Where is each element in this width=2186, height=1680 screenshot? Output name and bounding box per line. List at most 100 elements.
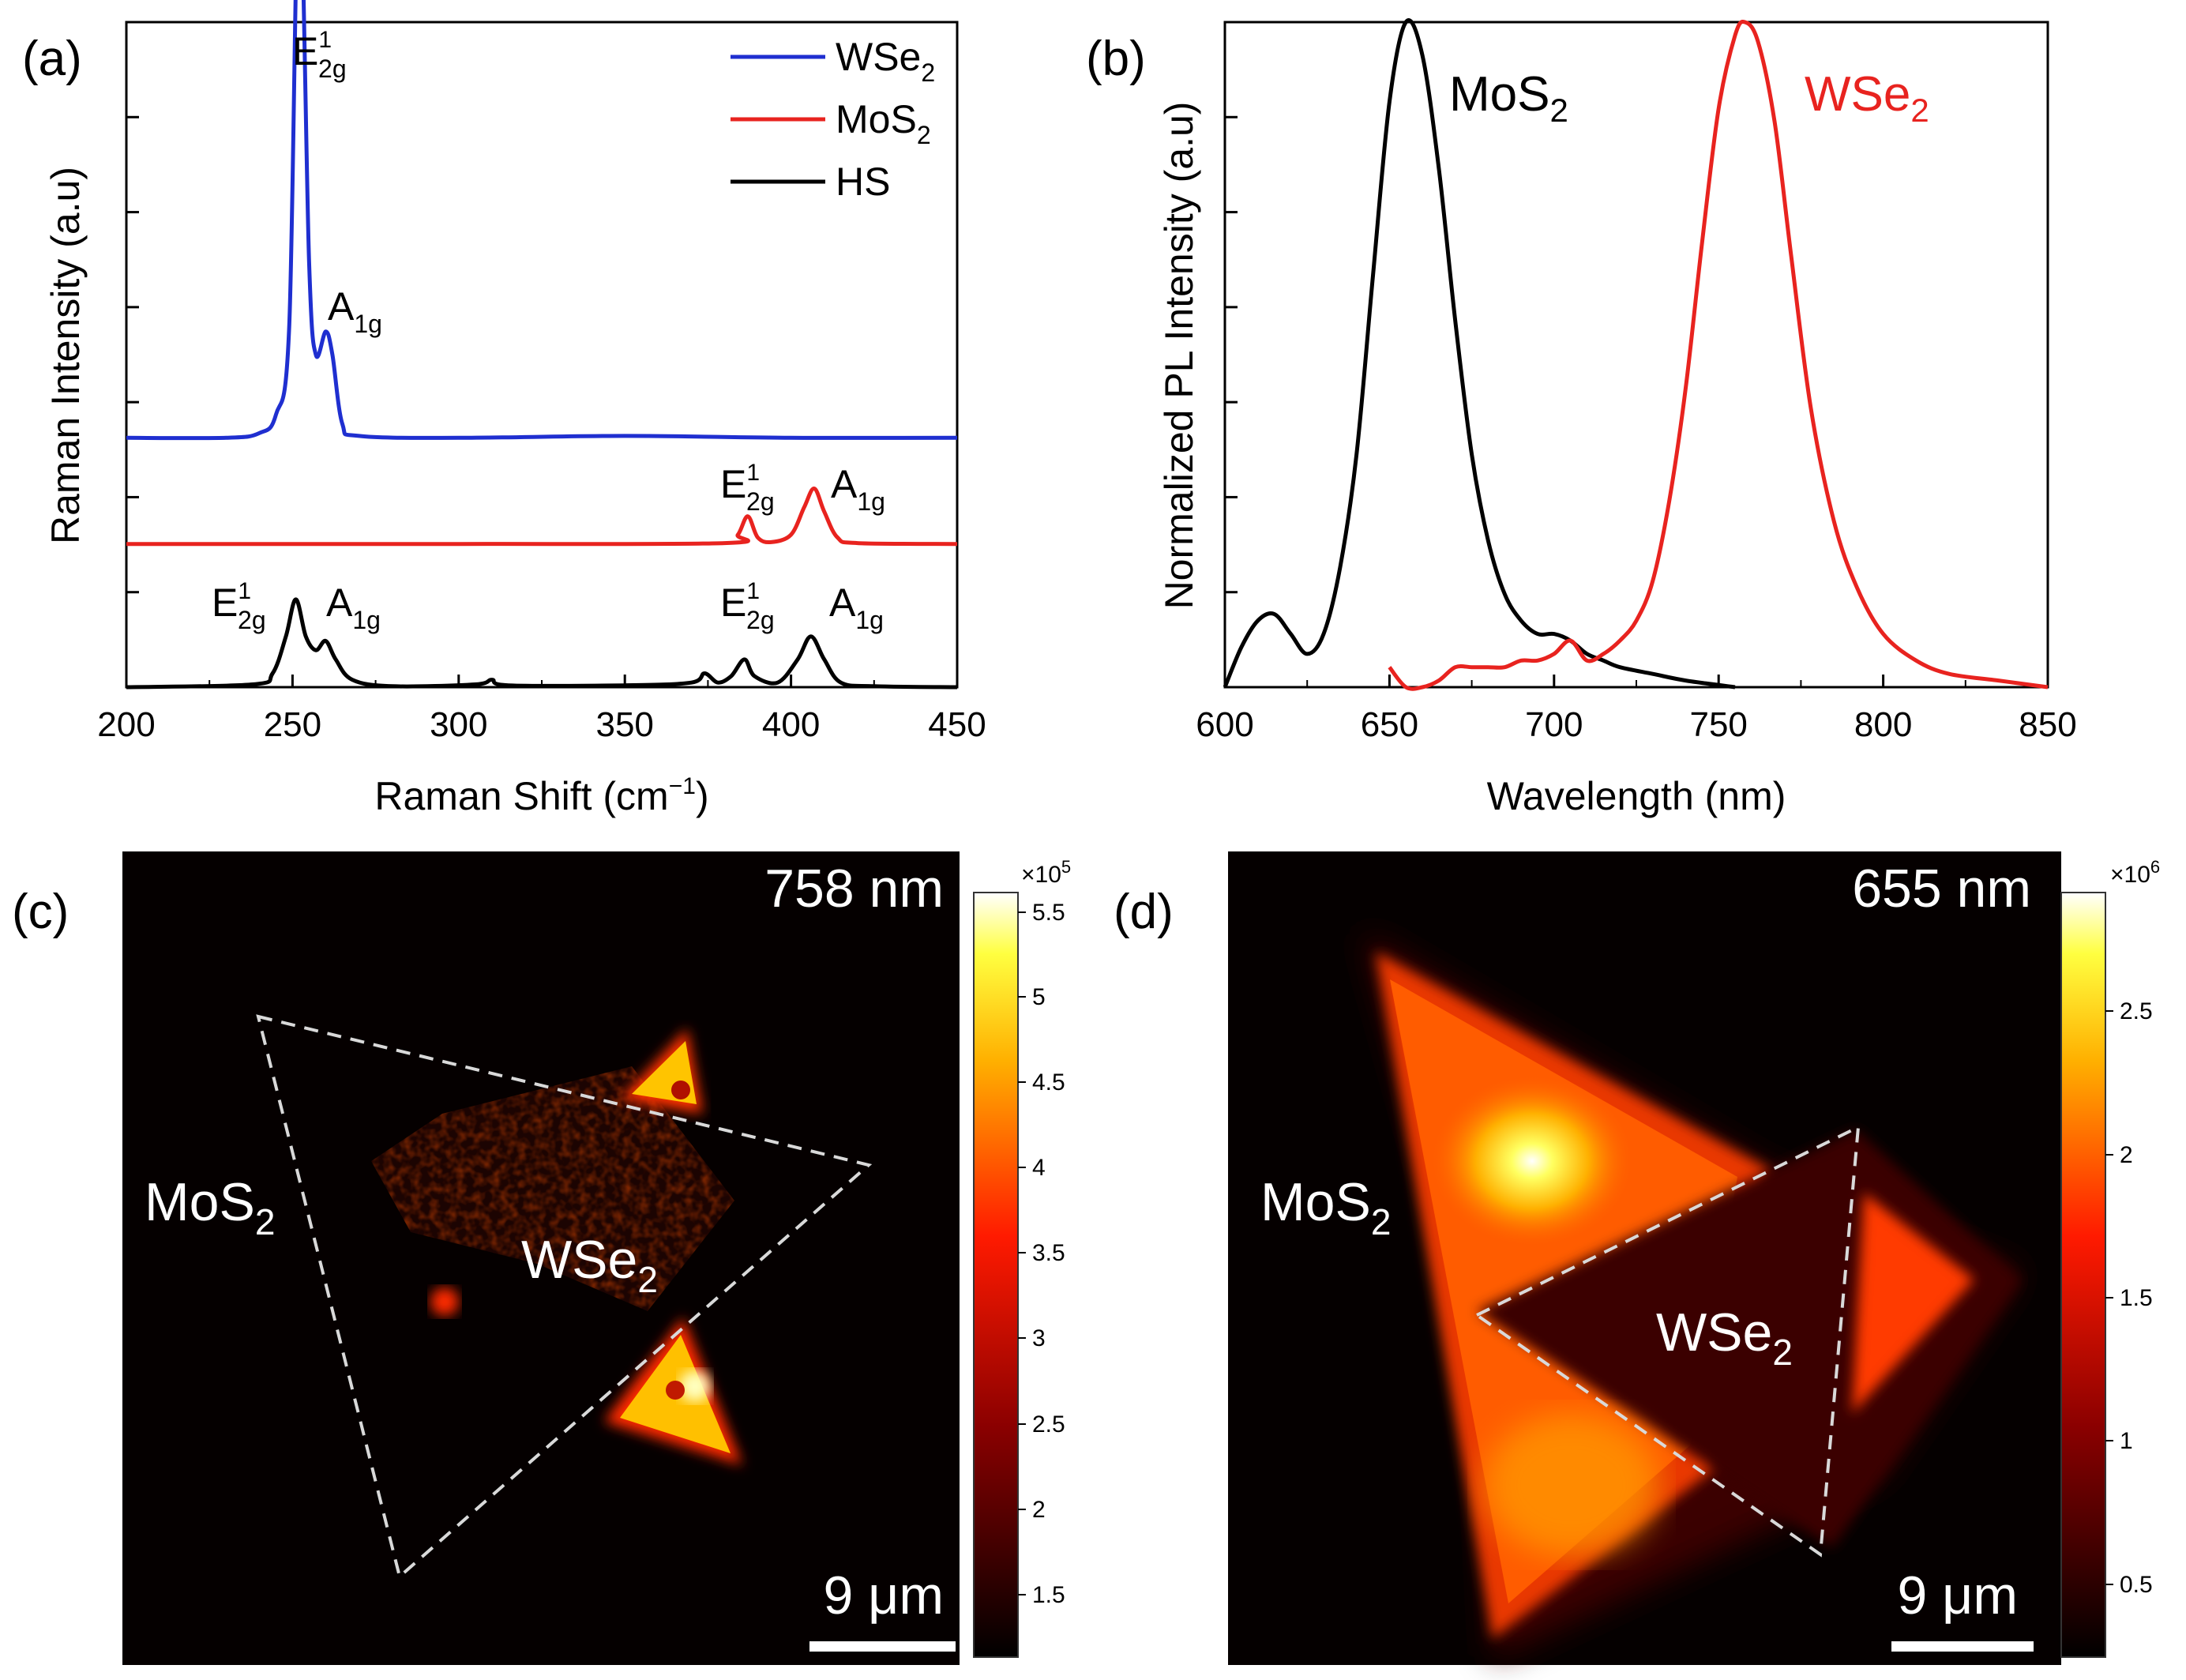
x-tick-label: 650 [1361,705,1418,744]
colorbar-tick-label: 1.5 [1032,1582,1065,1608]
map-c-mos2-outline [256,1014,873,1580]
chart-a-ticks: 200 250 300 350 400 450 [97,21,986,744]
panel-d-label: (d) [1114,885,1174,939]
map-c-top-dot [671,1081,690,1099]
chart-b-label-mos2: MoS2 [1449,67,1568,129]
colorbar-tick-label: 1.5 [2120,1285,2153,1311]
legend-label-main: HS [836,160,890,204]
x-tick-label: 450 [928,705,986,744]
colorbar-d-multiplier: ×106 [2110,857,2160,888]
map-d-scalebar [1891,1641,2034,1652]
map-d-hotspot-bottom [1485,1414,1658,1556]
peak-label-main: A [831,462,858,506]
peak-label-main: A [829,581,856,625]
panel-b-label: (b) [1086,32,1146,86]
peak-label: A1g [829,581,884,634]
x-tick-label: 700 [1525,705,1583,744]
series-line-wse2 [1388,19,2049,691]
peak-label: A1g [328,284,382,338]
map-d-scalebar-label: 9 μm [1897,1565,2018,1626]
map-c-label-mos2: MoS2 [145,1172,275,1242]
map-c-wavelength: 758 nm [764,859,944,919]
chart-b-xlabel: Wavelength (nm) [1487,774,1786,818]
chart-b-series [1223,18,2049,691]
chart-a-ylabel: Raman Intensity (a.u) [43,167,88,544]
map-d-wse2-edge [1852,1193,1974,1414]
chart-b-label-wse2: WSe2 [1805,67,1929,129]
colorbar-tick-label: 3 [1032,1325,1046,1351]
x-tick-label: 750 [1689,705,1747,744]
colorbar-c-multiplier: ×105 [1021,857,1071,888]
x-tick-label: 400 [762,705,820,744]
colorbar-tick-label: 0.5 [2120,1572,2153,1598]
map-d: MoS2 WSe2 655 nm 9 μm [1228,851,2061,1665]
peak-label-sup: 1 [318,27,332,53]
map-c-scalebar-label: 9 μm [823,1565,944,1626]
map-c-bottom-dot [666,1381,685,1400]
chart-a-xlabel: Raman Shift (cm−1) [374,773,708,818]
colorbar-d-ticks: 2.5 2 1.5 1 0.5 [2105,998,2153,1598]
peak-label-sub: 2g [746,487,775,516]
map-d-wse2-outline [1474,1124,1861,1558]
colorbar-tick-label: 5 [1032,984,1046,1010]
map-c: MoS2 WSe2 758 nm 9 μm [122,851,960,1665]
panel-a-label: (a) [22,32,82,86]
peak-label: E1 2g [720,460,775,516]
x-tick-label: 200 [97,705,155,744]
peak-label-main: E [212,581,238,625]
map-c-label-wse2: WSe2 [521,1230,658,1300]
colorbar-tick-label: 2 [2120,1142,2133,1168]
map-c-scalebar [809,1641,956,1652]
legend-label-sub: 2 [921,58,935,87]
x-tick-label: 600 [1196,705,1253,744]
chart-b: 600 650 700 750 800 850 MoS2 WSe2 Wavelength … [1157,18,2077,818]
legend-label-main: WSe [836,35,921,79]
x-tick-label: 250 [264,705,321,744]
peak-label-sub: 2g [746,606,775,634]
series-line-wse2 [126,0,958,441]
panel-c-label: (c) [12,885,69,939]
peak-label-sub: 1g [352,606,381,634]
x-tick-label: 350 [595,705,653,744]
peak-label: E1 2g [292,27,347,83]
colorbar-tick-label: 4 [1032,1155,1046,1181]
peak-label-main: A [328,284,355,329]
peak-label-sub: 1g [354,310,382,338]
legend-label: HS [836,160,890,204]
chart-b-ticks: 600 650 700 750 800 850 [1196,21,2077,744]
colorbar-tick-label: 3.5 [1032,1240,1065,1266]
peak-label-main: E [292,29,318,73]
x-tick-label: 300 [430,705,487,744]
peak-label-sub: 2g [318,54,347,83]
peak-label-sub: 2g [238,606,266,634]
chart-b-ylabel: Normalized PL Intensity (a.u) [1157,102,1201,610]
colorbar-tick-label: 2.5 [1032,1411,1065,1438]
chart-a-series [126,0,958,690]
peak-label-sup: 1 [746,460,760,486]
peak-label-sup: 1 [238,578,251,604]
peak-label-sub: 1g [855,606,884,634]
legend-label: WSe2 [836,35,935,87]
series-line-hs [126,597,958,690]
colorbar-d: ×106 2.5 2 1.5 1 0.5 [2060,857,2160,1658]
series-line-mos2 [126,487,958,547]
colorbar-tick-label: 2 [1032,1497,1046,1523]
peak-label-main: E [720,462,746,506]
colorbar-tick-label: 2.5 [2120,998,2153,1024]
map-d-label-mos2: MoS2 [1260,1172,1391,1242]
peak-label-sup: 1 [746,578,760,604]
legend-label-sub: 2 [917,121,931,149]
series-line-mos2 [1223,18,1736,690]
peak-label-main: E [720,581,746,625]
peak-label: A1g [831,462,885,516]
colorbar-c: ×105 5.5 5 4.5 4 3.5 3 2.5 2 1.5 [973,857,1071,1658]
colorbar-c-ticks: 5.5 5 4.5 4 3.5 3 2.5 2 1.5 [1018,900,1065,1608]
colorbar-tick-label: 4.5 [1032,1069,1065,1096]
peak-label-sub: 1g [857,487,885,516]
colorbar-d-bar [2060,892,2106,1658]
legend-label: MoS2 [836,97,931,149]
colorbar-tick-label: 5.5 [1032,900,1065,926]
